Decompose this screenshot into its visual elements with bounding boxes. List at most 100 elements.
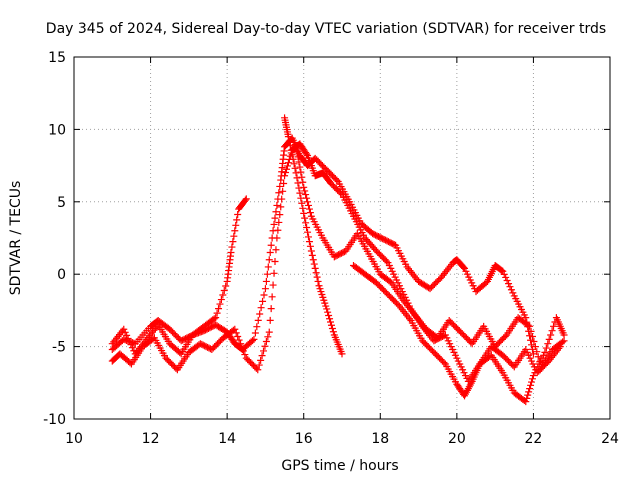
data-point bbox=[307, 247, 315, 255]
data-point bbox=[503, 277, 511, 285]
data-point bbox=[263, 270, 271, 278]
data-point bbox=[257, 304, 265, 312]
data-point bbox=[526, 385, 534, 393]
data-point bbox=[534, 353, 542, 361]
data-point bbox=[258, 352, 266, 360]
data-point bbox=[506, 283, 514, 291]
data-point bbox=[270, 220, 278, 228]
data-point bbox=[500, 270, 508, 278]
data-point bbox=[499, 267, 507, 275]
data-point bbox=[267, 241, 275, 249]
data-point bbox=[264, 263, 272, 271]
data-point bbox=[305, 238, 313, 246]
data-point bbox=[304, 228, 312, 236]
data-point bbox=[337, 189, 345, 197]
data-point bbox=[291, 164, 299, 172]
data-point bbox=[265, 256, 273, 264]
data-point bbox=[502, 273, 510, 281]
data-point bbox=[126, 338, 134, 346]
data-point bbox=[278, 195, 286, 203]
data-point bbox=[327, 318, 335, 326]
data-point bbox=[383, 257, 391, 265]
data-point bbox=[292, 169, 300, 177]
x-tick-label: 20 bbox=[448, 431, 466, 447]
data-point bbox=[241, 351, 249, 359]
data-point bbox=[507, 286, 515, 294]
data-point bbox=[277, 203, 285, 211]
data-point bbox=[559, 338, 567, 346]
data-point bbox=[325, 311, 333, 319]
data-point bbox=[279, 187, 287, 195]
data-point bbox=[296, 163, 304, 171]
data-point bbox=[273, 201, 281, 209]
data-point bbox=[288, 151, 296, 159]
data-point bbox=[296, 189, 304, 197]
x-tick-label: 14 bbox=[218, 431, 236, 447]
data-point bbox=[265, 328, 273, 336]
data-point bbox=[276, 182, 284, 190]
data-point bbox=[264, 333, 272, 341]
data-point bbox=[525, 388, 533, 396]
data-point bbox=[269, 281, 277, 289]
y-tick-label: -5 bbox=[52, 340, 66, 356]
series-track-e bbox=[292, 143, 568, 371]
data-point bbox=[309, 256, 317, 264]
data-point bbox=[250, 335, 258, 343]
data-point bbox=[212, 314, 220, 322]
y-axis-label: SDTVAR / TECUs bbox=[8, 181, 24, 296]
data-point bbox=[268, 293, 276, 301]
x-tick-label: 12 bbox=[142, 431, 160, 447]
data-point bbox=[293, 148, 301, 156]
data-point bbox=[548, 327, 556, 335]
data-point bbox=[128, 344, 136, 352]
data-point bbox=[295, 184, 303, 192]
data-point bbox=[276, 211, 284, 219]
data-point bbox=[303, 150, 311, 158]
data-point bbox=[287, 146, 295, 154]
data-point bbox=[237, 340, 245, 348]
data-point bbox=[210, 315, 218, 323]
data-point bbox=[235, 336, 243, 344]
data-point bbox=[271, 214, 279, 222]
data-point bbox=[121, 328, 129, 336]
data-point bbox=[271, 258, 279, 266]
x-tick-label: 16 bbox=[295, 431, 313, 447]
data-point bbox=[301, 187, 309, 195]
data-point bbox=[231, 325, 239, 333]
data-point bbox=[531, 343, 539, 351]
data-point bbox=[297, 168, 305, 176]
y-tick-label: 10 bbox=[48, 122, 66, 138]
data-point bbox=[498, 267, 506, 275]
data-point bbox=[298, 199, 306, 207]
data-point bbox=[242, 195, 250, 203]
data-point bbox=[234, 332, 242, 340]
data-point bbox=[294, 153, 302, 161]
grid-layer bbox=[74, 57, 610, 419]
data-point bbox=[310, 260, 318, 268]
data-point bbox=[560, 331, 568, 339]
data-point bbox=[220, 286, 228, 294]
data-point bbox=[286, 142, 294, 150]
data-point bbox=[285, 137, 293, 145]
data-point bbox=[233, 216, 241, 224]
data-point bbox=[261, 285, 269, 293]
series-track-a bbox=[108, 134, 537, 358]
data-point bbox=[533, 348, 541, 356]
data-point bbox=[305, 233, 312, 241]
data-point bbox=[275, 189, 283, 197]
data-point bbox=[124, 334, 132, 342]
data-point bbox=[545, 335, 553, 343]
data-point bbox=[289, 155, 297, 163]
data-point bbox=[313, 273, 321, 281]
data-point bbox=[272, 246, 280, 254]
data-point bbox=[329, 328, 337, 336]
data-point bbox=[275, 218, 283, 226]
data-point bbox=[505, 280, 513, 288]
data-point bbox=[524, 391, 532, 399]
data-point bbox=[266, 248, 274, 256]
data-point bbox=[260, 347, 268, 355]
x-axis-label: GPS time / hours bbox=[281, 458, 398, 474]
data-point bbox=[524, 321, 532, 329]
data-point bbox=[261, 342, 269, 350]
